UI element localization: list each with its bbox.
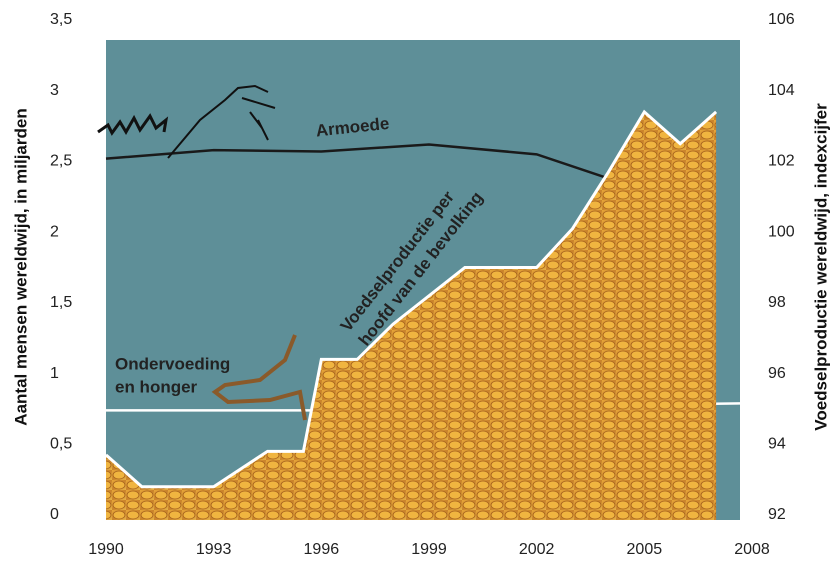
y2-tick-label: 92 <box>768 506 786 523</box>
x-tick-label: 2002 <box>519 541 555 558</box>
x-tick-label: 1999 <box>411 541 447 558</box>
x-tick-label: 1996 <box>304 541 340 558</box>
y-axis-title: Aantal mensen wereldwijd, in miljarden <box>11 108 30 425</box>
series-label-line: en honger <box>115 377 198 396</box>
y-tick-label: 0,5 <box>50 436 72 453</box>
chart: Aantal mensen wereldwijd, in miljarden V… <box>0 0 838 562</box>
y-tick-label: 1,5 <box>50 294 72 311</box>
y2-tick-label: 100 <box>768 223 795 240</box>
x-tick-label: 2008 <box>734 541 770 558</box>
y-tick-label: 3 <box>50 82 59 99</box>
y-tick-label: 0 <box>50 506 59 523</box>
x-tick-label: 1990 <box>88 541 124 558</box>
x-tick-label: 1993 <box>196 541 232 558</box>
y2-tick-label: 102 <box>768 153 795 170</box>
y-tick-label: 2,5 <box>50 153 72 170</box>
y2-tick-label: 106 <box>768 11 795 28</box>
y-tick-label: 3,5 <box>50 11 72 28</box>
y2-tick-label: 104 <box>768 82 795 99</box>
y2-tick-label: 98 <box>768 294 786 311</box>
y-tick-label: 1 <box>50 365 59 382</box>
y-tick-label: 2 <box>50 223 59 240</box>
y2-tick-label: 96 <box>768 365 786 382</box>
x-tick-label: 2005 <box>627 541 663 558</box>
y2-tick-label: 94 <box>768 436 786 453</box>
y2-axis-title: Voedselproductie wereldwijd, indexcijfer <box>811 103 830 431</box>
series-label-line: Ondervoeding <box>115 354 230 373</box>
